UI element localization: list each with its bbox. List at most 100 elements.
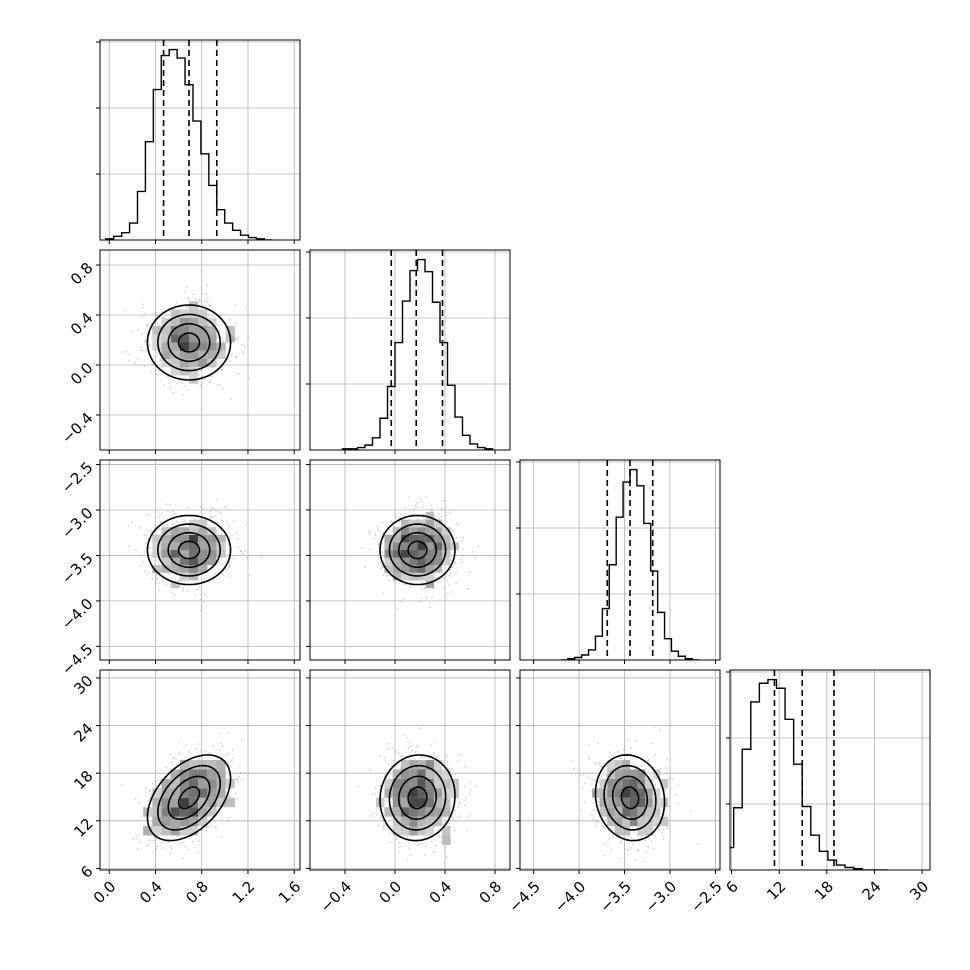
- sample-point: [206, 826, 208, 829]
- sample-point: [186, 590, 189, 593]
- sample-point: [357, 785, 360, 787]
- sample-point: [150, 793, 153, 796]
- sample-point: [183, 377, 186, 379]
- sample-point: [440, 508, 443, 510]
- sample-point: [464, 804, 466, 807]
- sample-point: [208, 525, 211, 527]
- sample-point: [230, 759, 233, 762]
- sample-point: [227, 752, 230, 755]
- density-cell: [384, 542, 393, 550]
- sample-point: [156, 314, 158, 317]
- sample-point: [445, 520, 448, 523]
- sample-point: [181, 520, 184, 523]
- sample-point: [151, 851, 154, 854]
- sample-point: [146, 513, 149, 516]
- sample-point: [178, 753, 181, 756]
- sample-point: [467, 575, 470, 577]
- scatter-points-3-0: [120, 731, 246, 860]
- sample-point: [198, 298, 201, 301]
- sample-point: [403, 583, 405, 586]
- sample-point: [224, 754, 227, 757]
- sample-point: [227, 762, 229, 765]
- density-cell: [170, 542, 180, 550]
- density-cell: [189, 534, 199, 543]
- sample-point: [381, 566, 383, 569]
- sample-point: [158, 323, 160, 326]
- sample-point: [149, 572, 151, 574]
- density-cell: [442, 542, 451, 550]
- sample-point: [214, 508, 217, 511]
- sample-point: [228, 536, 231, 538]
- sample-point: [187, 506, 190, 509]
- sample-point: [377, 824, 380, 827]
- sample-point: [150, 530, 152, 533]
- density-cell: [409, 542, 418, 550]
- sample-point: [188, 298, 191, 300]
- density-cell: [161, 350, 171, 359]
- x-tick-label-0-1: 0.4: [136, 878, 166, 908]
- sample-point: [382, 551, 384, 553]
- sample-point: [469, 813, 471, 815]
- sample-point: [218, 811, 221, 813]
- sample-point: [418, 727, 421, 730]
- sample-point: [201, 375, 204, 378]
- density-cell: [401, 557, 410, 566]
- sample-point: [176, 835, 179, 838]
- sample-point: [369, 531, 371, 533]
- sample-point: [128, 352, 131, 355]
- sample-point: [216, 498, 219, 501]
- density-cell: [170, 527, 180, 535]
- sample-point: [455, 582, 457, 585]
- sample-point: [231, 534, 234, 537]
- sample-point: [442, 760, 445, 762]
- sample-point: [423, 854, 426, 856]
- sample-point: [195, 748, 198, 750]
- sample-point: [395, 835, 398, 838]
- sample-point: [168, 841, 171, 844]
- sample-point: [131, 521, 133, 523]
- sample-point: [199, 384, 202, 386]
- sample-point: [464, 799, 467, 801]
- sample-point: [222, 573, 224, 576]
- density-cell: [409, 572, 418, 581]
- density-cell: [152, 542, 162, 550]
- sample-point: [183, 520, 186, 523]
- sample-point: [409, 745, 412, 748]
- sample-point: [399, 513, 402, 516]
- sample-point: [219, 362, 222, 364]
- sample-point: [247, 336, 250, 339]
- density-cell: [417, 527, 426, 535]
- density-cell: [189, 572, 199, 581]
- sample-point: [207, 313, 210, 316]
- sample-point: [165, 583, 168, 586]
- sample-point: [199, 609, 202, 612]
- panel-frame: [99, 249, 301, 451]
- sample-point: [209, 509, 212, 512]
- density-cell: [179, 317, 190, 326]
- sample-point: [143, 365, 146, 368]
- sample-point: [140, 346, 142, 348]
- panel-frame: [99, 39, 301, 241]
- sample-point: [219, 512, 222, 514]
- sample-point: [212, 574, 215, 577]
- sample-point: [235, 356, 238, 358]
- sample-point: [237, 537, 239, 540]
- sample-point: [214, 826, 217, 829]
- sample-point: [208, 311, 211, 313]
- density-cell: [425, 512, 434, 520]
- sample-point: [206, 284, 208, 287]
- density-cell: [434, 542, 443, 550]
- sample-point: [179, 751, 182, 754]
- sample-point: [173, 512, 176, 515]
- sample-point: [216, 383, 219, 386]
- density-cell: [384, 557, 393, 566]
- sample-point: [141, 315, 143, 318]
- sample-point: [419, 498, 422, 500]
- density-cell: [179, 550, 190, 558]
- sample-point: [216, 530, 219, 532]
- sample-point: [169, 503, 172, 506]
- sample-point: [235, 322, 238, 324]
- sample-point: [182, 587, 185, 590]
- sample-point: [139, 840, 142, 843]
